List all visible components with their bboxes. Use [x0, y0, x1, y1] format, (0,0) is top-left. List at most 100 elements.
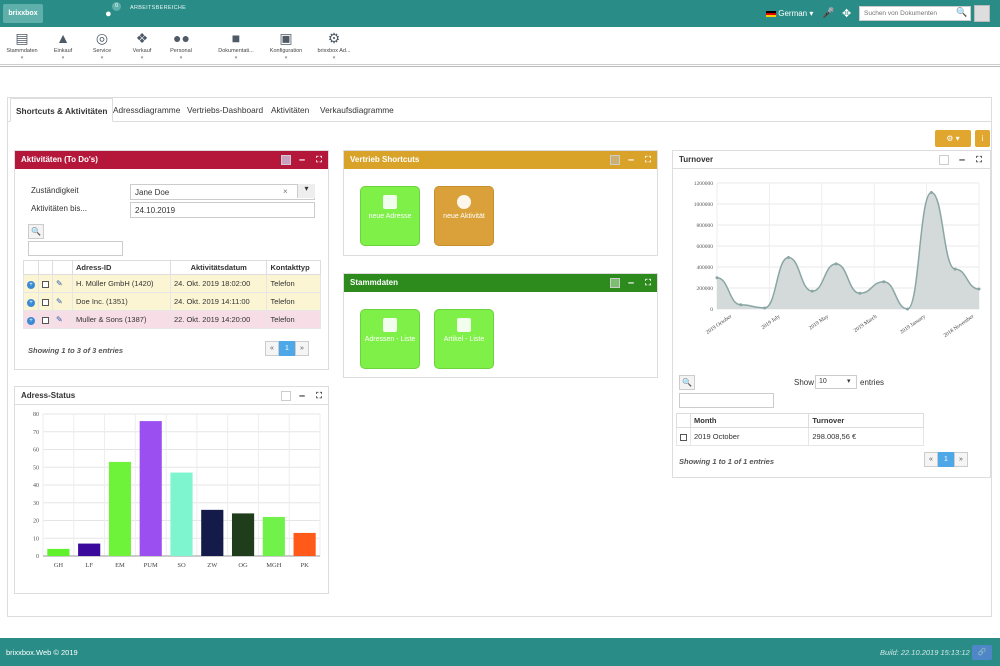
x-tick-label: GH — [54, 562, 64, 569]
x-tick-label: ZW — [207, 562, 218, 569]
col-month[interactable]: Month — [689, 413, 810, 428]
menu-stammdaten[interactable]: ▤ Stammdaten ▾ — [4, 30, 40, 61]
minimize-icon[interactable]: – — [627, 154, 635, 166]
turnover-panel: Turnover – ⛶ 0 200000 400000 600000 800000 10… — [672, 150, 991, 478]
menu-label: Konfiguration — [269, 48, 303, 54]
until-date-input[interactable]: 24.10.2019 — [130, 202, 315, 218]
chevron-down-icon[interactable]: ▾ — [297, 184, 315, 198]
expand-icon[interactable]: ⛶ — [316, 391, 322, 400]
tab-vertriebs-dashboard[interactable]: Vertriebs-Dashboard — [187, 105, 264, 115]
expand-row-icon[interactable]: + — [27, 280, 35, 289]
move-icon[interactable]: ✥ — [842, 8, 852, 20]
language-selector[interactable]: German ▾ — [766, 9, 813, 18]
chevron-down-icon: ▾ — [284, 55, 288, 61]
minimize-icon[interactable]: – — [298, 154, 306, 166]
article-list-tile[interactable]: Artikel - Liste — [434, 309, 494, 369]
color-picker-button[interactable] — [281, 391, 291, 401]
info-button[interactable]: i — [975, 130, 990, 147]
cell-date: 22. Okt. 2019 14:20:00 — [169, 310, 268, 329]
activities-panel: Aktivitäten (To Do's) – ⛶ Zuständigkeit … — [14, 150, 329, 370]
next-page-button[interactable]: » — [295, 341, 309, 356]
address-status-header: Adress-Status – ⛶ — [15, 387, 328, 405]
expand-row-icon[interactable]: + — [27, 316, 35, 325]
table-row[interactable]: + ✎ Muller & Sons (1387) 22. Okt. 2019 1… — [23, 310, 321, 329]
menu-einkauf[interactable]: ▲ Einkauf ▾ — [50, 30, 76, 61]
menu-brixxbox-admin[interactable]: ⚙ brixxbox Ad... ▾ — [313, 30, 355, 61]
chevron-down-icon: ▾ — [61, 55, 65, 61]
link-button[interactable]: 🔗 — [972, 645, 992, 660]
search-button[interactable]: 🔍 — [679, 375, 695, 390]
col-turnover[interactable]: Turnover — [808, 413, 924, 428]
color-picker-button[interactable] — [939, 155, 949, 165]
tab-shortcuts-aktivitaeten[interactable]: Shortcuts & Aktivitäten — [10, 98, 114, 122]
menu-konfiguration[interactable]: ▣ Konfiguration ▾ — [266, 30, 306, 61]
expand-icon[interactable]: ⛶ — [645, 278, 651, 287]
col-address[interactable]: Adress-ID — [72, 260, 171, 275]
workspace-badge: 0 — [112, 2, 121, 11]
page-button[interactable]: 1 — [279, 341, 295, 356]
brixxbox-logo[interactable]: brixxbox — [3, 4, 43, 23]
expand-icon[interactable]: ⛶ — [316, 155, 322, 164]
y-tick-label: 10 — [33, 536, 39, 542]
menu-dokumentation[interactable]: ■ Dokumentati... ▾ — [214, 30, 258, 61]
table-row[interactable]: 2019 October 298.008,56 € — [676, 427, 924, 446]
chevron-down-icon: ▾ — [847, 378, 851, 385]
expand-icon[interactable]: ⛶ — [645, 155, 651, 164]
page-size-select[interactable]: 10 ▾ — [815, 375, 857, 389]
expand-row-icon[interactable]: + — [27, 298, 35, 307]
avatar[interactable] — [974, 5, 990, 22]
color-picker-button[interactable] — [610, 278, 620, 288]
col-edit — [52, 260, 73, 275]
panel-title: Vertrieb Shortcuts — [350, 155, 420, 164]
col-type[interactable]: Kontakttyp — [266, 260, 321, 275]
workspace-label[interactable]: ARBEITSBEREICHE — [130, 5, 187, 11]
table-search-input[interactable] — [679, 393, 774, 408]
cogs-icon: ⚙ — [327, 30, 341, 46]
row-checkbox[interactable] — [680, 433, 687, 441]
page-button[interactable]: 1 — [938, 452, 954, 467]
minimize-icon[interactable]: – — [958, 154, 966, 166]
cell-type: Telefon — [266, 310, 321, 329]
table-row[interactable]: + ✎ H. Müller GmbH (1420) 24. Okt. 2019 … — [23, 274, 321, 293]
tile-label: Adressen - Liste — [364, 336, 416, 343]
menu-verkauf[interactable]: ❖ Verkauf ▾ — [129, 30, 155, 61]
table-row[interactable]: + ✎ Doe Inc. (1351) 24. Okt. 2019 14:11:… — [23, 292, 321, 311]
clear-icon[interactable]: × — [283, 187, 288, 196]
prev-page-button[interactable]: « — [924, 452, 938, 467]
row-checkbox[interactable] — [42, 298, 49, 306]
row-checkbox[interactable] — [42, 316, 49, 324]
color-picker-button[interactable] — [281, 155, 291, 165]
new-activity-tile[interactable]: neue Aktivität — [434, 186, 494, 246]
minimize-icon[interactable]: – — [298, 390, 306, 402]
color-picker-button[interactable] — [610, 155, 620, 165]
document-search-input[interactable] — [859, 6, 971, 21]
menu-personal[interactable]: ●● Personal ▾ — [167, 30, 195, 61]
col-date[interactable]: Aktivitätsdatum — [169, 260, 268, 275]
edit-icon[interactable]: ✎ — [56, 297, 63, 306]
show-label: Show — [794, 378, 815, 387]
data-point — [858, 291, 862, 295]
search-icon: 🔍 — [31, 227, 41, 236]
search-icon[interactable]: 🔍 — [956, 7, 968, 17]
tab-verkaufsdiagramme[interactable]: Verkaufsdiagramme — [320, 105, 394, 115]
tab-bar: Shortcuts & Aktivitäten Adressdiagramme … — [8, 98, 991, 122]
x-tick-label: 2019 July — [760, 314, 781, 331]
address-list-tile[interactable]: Adressen - Liste — [360, 309, 420, 369]
edit-icon[interactable]: ✎ — [56, 279, 63, 288]
minimize-icon[interactable]: – — [627, 277, 635, 289]
menu-service[interactable]: ◎ Service ▾ — [89, 30, 115, 61]
table-search-input[interactable] — [28, 241, 123, 256]
next-page-button[interactable]: » — [954, 452, 968, 467]
workspace-button[interactable]: ● 0 — [104, 2, 126, 23]
tab-adressdiagramme[interactable]: Adressdiagramme — [113, 105, 181, 115]
tab-aktivitaeten[interactable]: Aktivitäten — [271, 105, 310, 115]
prev-page-button[interactable]: « — [265, 341, 279, 356]
search-button[interactable]: 🔍 — [28, 224, 44, 239]
edit-icon[interactable]: ✎ — [56, 315, 63, 324]
dashboard-settings-button[interactable]: ⚙ ▾ — [935, 130, 971, 147]
responsible-select[interactable]: Jane Doe × ▾ — [130, 184, 315, 200]
expand-icon[interactable]: ⛶ — [976, 155, 982, 164]
microphone-icon[interactable]: 🎤 — [822, 8, 835, 19]
new-address-tile[interactable]: neue Adresse — [360, 186, 420, 246]
row-checkbox[interactable] — [42, 280, 49, 288]
